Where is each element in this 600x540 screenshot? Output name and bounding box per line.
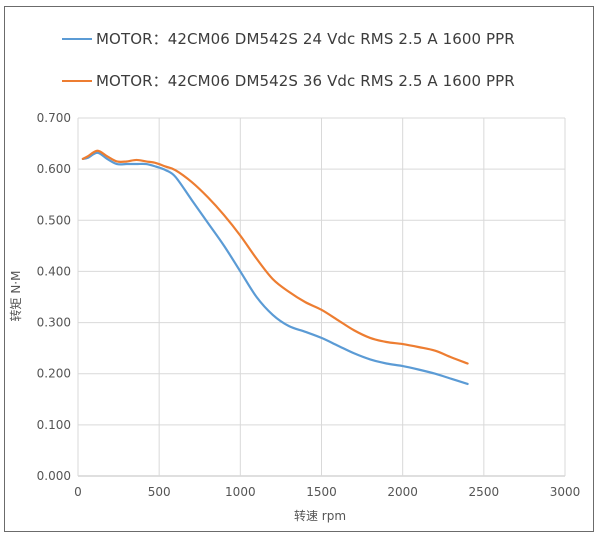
x-axis-title: 转速 rpm	[294, 508, 346, 523]
y-tick-label: 0.600	[37, 162, 71, 176]
legend-swatch-24vdc	[62, 38, 92, 40]
y-tick-label: 0.700	[37, 111, 71, 125]
series-line-1	[81, 149, 469, 365]
x-tick-label: 1000	[225, 485, 256, 499]
grid-lines	[77, 117, 566, 477]
y-tick-label: 0.400	[37, 264, 71, 278]
legend-item-24vdc: MOTOR：42CM06 DM542S 24 Vdc RMS 2.5 A 160…	[62, 28, 582, 50]
y-tick-label: 0.300	[37, 316, 71, 330]
x-tick-label: 500	[148, 485, 171, 499]
series-line-0	[81, 151, 469, 386]
chart-frame	[4, 6, 594, 532]
x-tick-label: 3000	[550, 485, 581, 499]
chart-legend: MOTOR：42CM06 DM542S 24 Vdc RMS 2.5 A 160…	[62, 28, 582, 112]
y-tick-label: 0.000	[37, 469, 71, 483]
y-tick-label: 0.200	[37, 367, 71, 381]
x-tick-label: 0	[74, 485, 82, 499]
legend-label-24vdc: MOTOR：42CM06 DM542S 24 Vdc RMS 2.5 A 160…	[96, 30, 515, 48]
y-tick-label: 0.100	[37, 418, 71, 432]
legend-swatch-36vdc	[62, 80, 92, 82]
tick-labels: 0.000 0.100 0.200 0.300 0.400 0.500 0.600 0.700…	[37, 111, 581, 499]
x-tick-label: 1500	[306, 485, 337, 499]
y-tick-label: 0.500	[37, 213, 71, 227]
x-tick-label: 2500	[469, 485, 500, 499]
x-tick-label: 2000	[387, 485, 418, 499]
legend-item-36vdc: MOTOR：42CM06 DM542S 36 Vdc RMS 2.5 A 160…	[62, 70, 582, 92]
series-lines	[81, 149, 469, 386]
legend-label-36vdc: MOTOR：42CM06 DM542S 36 Vdc RMS 2.5 A 160…	[96, 72, 515, 90]
y-axis-title: 转矩 N·M	[8, 271, 23, 322]
